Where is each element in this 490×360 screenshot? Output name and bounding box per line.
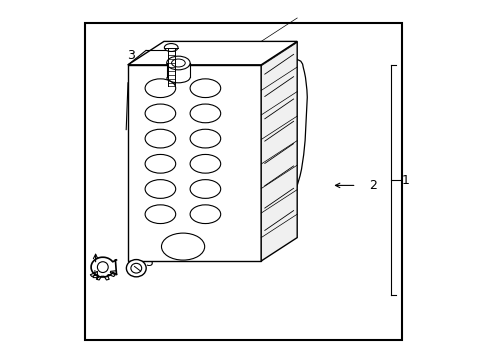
Text: 1: 1 xyxy=(402,174,410,186)
Circle shape xyxy=(98,262,108,273)
Ellipse shape xyxy=(190,154,220,173)
Polygon shape xyxy=(128,65,261,261)
Polygon shape xyxy=(261,41,297,261)
Ellipse shape xyxy=(190,79,220,98)
Ellipse shape xyxy=(164,44,178,51)
Ellipse shape xyxy=(190,180,220,198)
Ellipse shape xyxy=(172,59,185,67)
Text: 3: 3 xyxy=(127,49,135,62)
Ellipse shape xyxy=(162,233,205,260)
Ellipse shape xyxy=(145,79,176,98)
Ellipse shape xyxy=(190,205,220,224)
Ellipse shape xyxy=(126,260,146,277)
Ellipse shape xyxy=(145,154,176,173)
Ellipse shape xyxy=(145,205,176,224)
Ellipse shape xyxy=(145,104,176,123)
Text: 4: 4 xyxy=(92,270,99,283)
Ellipse shape xyxy=(167,56,190,70)
Ellipse shape xyxy=(190,104,220,123)
Ellipse shape xyxy=(131,264,142,273)
Ellipse shape xyxy=(190,129,220,148)
Text: 2: 2 xyxy=(369,179,377,192)
Polygon shape xyxy=(173,48,307,225)
Text: 5: 5 xyxy=(146,256,153,269)
Ellipse shape xyxy=(145,180,176,198)
Ellipse shape xyxy=(145,129,176,148)
Polygon shape xyxy=(128,41,297,65)
Bar xyxy=(85,23,402,340)
